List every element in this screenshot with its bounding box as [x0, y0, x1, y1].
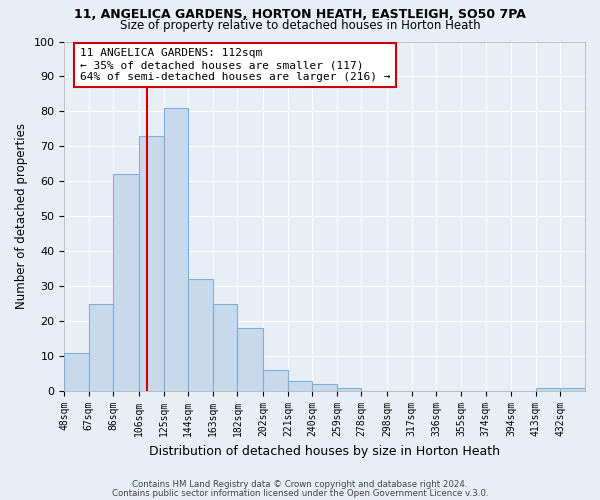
Text: Contains public sector information licensed under the Open Government Licence v.: Contains public sector information licen…: [112, 488, 488, 498]
Bar: [89, 304, 113, 391]
Text: 11 ANGELICA GARDENS: 112sqm
← 35% of detached houses are smaller (117)
64% of se: 11 ANGELICA GARDENS: 112sqm ← 35% of det…: [80, 48, 391, 82]
Bar: [536, 388, 560, 391]
Text: 11, ANGELICA GARDENS, HORTON HEATH, EASTLEIGH, SO50 7PA: 11, ANGELICA GARDENS, HORTON HEATH, EAST…: [74, 8, 526, 20]
Text: Size of property relative to detached houses in Horton Heath: Size of property relative to detached ho…: [119, 19, 481, 32]
X-axis label: Distribution of detached houses by size in Horton Heath: Distribution of detached houses by size …: [149, 444, 500, 458]
Bar: [337, 388, 361, 391]
Text: Contains HM Land Registry data © Crown copyright and database right 2024.: Contains HM Land Registry data © Crown c…: [132, 480, 468, 489]
Y-axis label: Number of detached properties: Number of detached properties: [15, 124, 28, 310]
Bar: [113, 174, 139, 391]
Bar: [313, 384, 337, 391]
Bar: [560, 388, 585, 391]
Bar: [288, 380, 313, 391]
Bar: [263, 370, 288, 391]
Bar: [164, 108, 188, 391]
Bar: [139, 136, 164, 391]
Bar: [64, 352, 89, 391]
Bar: [213, 304, 238, 391]
Bar: [188, 280, 213, 391]
Bar: [238, 328, 263, 391]
